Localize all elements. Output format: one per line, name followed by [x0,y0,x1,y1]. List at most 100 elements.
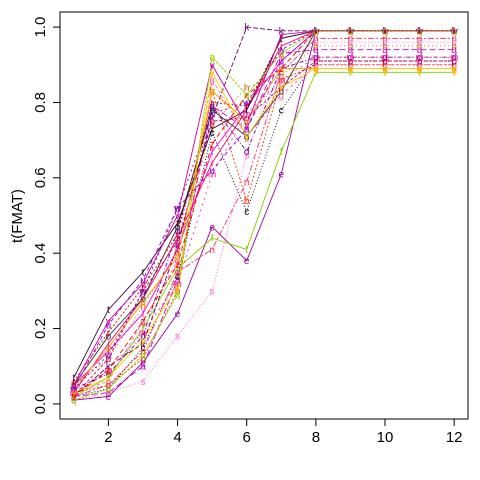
data-point-u: u [106,320,112,331]
data-point-m: m [346,53,354,64]
data-point-b: b [279,75,285,86]
data-point-s: s [452,38,457,49]
data-point-k: k [313,26,319,37]
data-point-k: k [417,26,423,37]
data-point-g: g [175,256,181,267]
data-point-b: b [106,381,112,392]
data-point-m: m [139,328,147,339]
data-point-s: s [106,388,111,399]
data-point-p: p [106,354,112,365]
data-point-q: q [71,396,77,407]
data-point-e: e [348,26,354,37]
data-point-n: n [451,34,457,45]
data-point-y: y [383,64,388,75]
series-line-h [73,45,455,386]
data-point-b: b [313,60,319,71]
data-point-i: i [211,158,213,169]
x-tick-label: 12 [446,429,463,446]
data-point-v: v [106,317,111,328]
data-point-y: y [348,64,353,75]
data-point-e: e [313,26,319,37]
data-point-k: k [175,241,181,252]
data-point-d: d [279,64,285,75]
data-point-s: s [313,38,318,49]
data-point-c: c [210,128,215,139]
data-point-p: p [417,56,423,67]
data-point-i: i [246,105,248,116]
data-point-l: l [315,26,317,37]
y-tick-label: 0.4 [32,243,49,264]
data-point-o: o [209,105,215,116]
data-point-g: g [106,377,112,388]
data-point-h: h [313,41,319,52]
x-tick-label: 10 [377,429,394,446]
data-point-v: v [452,26,457,37]
data-point-t: t [418,26,421,37]
data-point-q: q [140,298,146,309]
data-point-f: f [142,324,145,335]
plot-frame [59,11,469,420]
data-point-w: w [380,26,389,37]
data-point-k: k [348,26,354,37]
data-point-i: i [142,294,144,305]
data-point-r: r [314,26,318,37]
data-point-m: m [450,53,458,64]
data-point-c: c [175,271,180,282]
data-point-h: h [348,41,354,52]
data-point-r: r [72,377,76,388]
data-point-q: q [313,64,319,75]
data-point-w: w [69,384,78,395]
series-line-n [73,37,455,397]
data-point-t: t [142,268,145,279]
series-line-y [73,68,455,394]
data-point-q: q [417,26,423,37]
data-point-o: o [106,332,112,343]
data-point-p: p [279,83,285,94]
data-point-a: a [244,124,250,135]
data-point-i: i [453,26,455,37]
data-point-q: q [451,64,457,75]
data-point-m: m [415,53,423,64]
data-point-d: d [348,53,354,64]
data-point-e: e [279,170,285,181]
data-point-t: t [314,26,317,37]
series-line-u [73,30,455,390]
data-point-g: g [382,60,388,71]
data-point-b: b [209,87,215,98]
data-point-n: n [71,392,77,403]
data-point-v: v [279,30,284,41]
series-line-w [73,30,455,390]
data-point-b: b [244,196,250,207]
data-point-l: l [280,56,282,67]
data-point-y: y [244,132,249,143]
data-point-e: e [382,26,388,37]
data-point-k: k [71,392,77,403]
data-point-g: g [417,60,423,71]
data-point-d: d [417,53,423,64]
data-point-w: w [277,45,286,56]
data-point-r: r [280,34,284,45]
data-point-e: e [451,26,457,37]
data-point-c: c [348,56,353,67]
data-point-h: h [451,41,457,52]
data-point-s: s [210,286,215,297]
data-point-l: l [418,26,420,37]
data-point-l: l [107,347,109,358]
data-point-n: n [140,347,146,358]
data-point-u: u [279,56,285,67]
data-point-n: n [279,68,285,79]
data-point-e: e [244,256,250,267]
data-point-e: e [209,222,215,233]
data-point-h: h [71,381,77,392]
data-point-o: o [71,381,77,392]
data-point-p: p [313,56,319,67]
data-point-y: y [175,283,180,294]
x-tick-label: 8 [312,429,320,446]
data-point-s: s [417,38,422,49]
data-point-i: i [384,26,386,37]
data-point-f: f [176,264,179,275]
data-point-d: d [140,332,146,343]
data-point-f: f [245,245,248,256]
data-point-e: e [106,392,112,403]
